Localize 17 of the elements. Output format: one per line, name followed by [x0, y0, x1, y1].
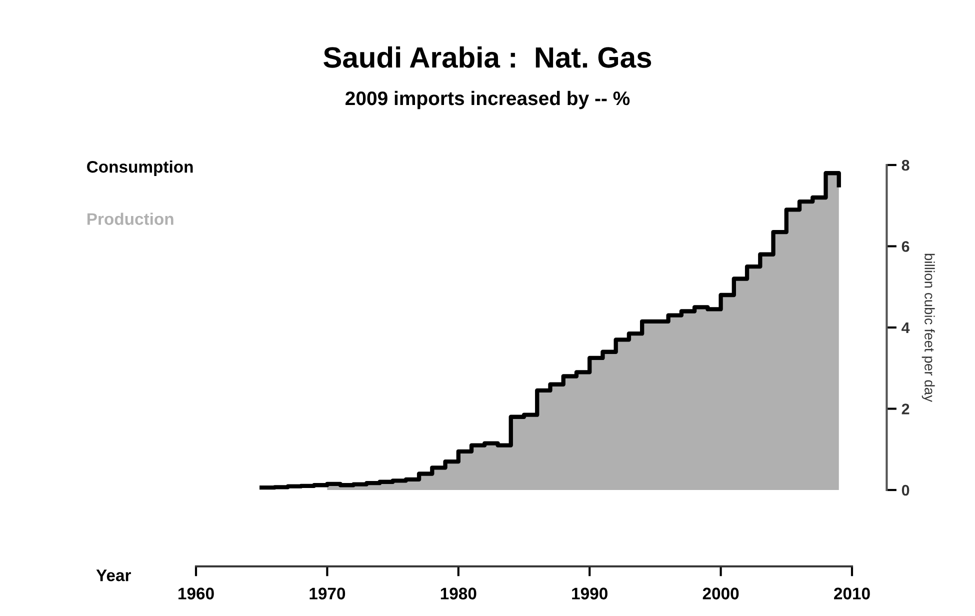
y-tick-label: 4 — [902, 322, 910, 334]
x-axis-title: Year — [96, 570, 131, 582]
y-tick-label: 2 — [902, 404, 910, 414]
text: Production — [87, 212, 174, 225]
y-tick-label: 0 — [902, 484, 910, 496]
x-tick-label: 1960 — [178, 588, 214, 600]
x-tick-label: 1990 — [572, 588, 608, 600]
x-tick-label: 1970 — [310, 588, 346, 600]
y-tick-label: 8 — [902, 160, 910, 171]
x-tick-label: 1980 — [440, 588, 476, 600]
chart-subtitle: 2009 imports increased by -- % — [346, 90, 630, 110]
x-tick-label: 2000 — [702, 588, 739, 600]
y-tick-label: 6 — [902, 241, 910, 252]
text: Consumption — [87, 160, 193, 176]
y-axis-title: billion cubic feet per day — [922, 254, 935, 402]
x-tick-label: 2010 — [834, 588, 870, 600]
chart-title: Saudi Arabia : Nat. Gas — [324, 46, 652, 68]
